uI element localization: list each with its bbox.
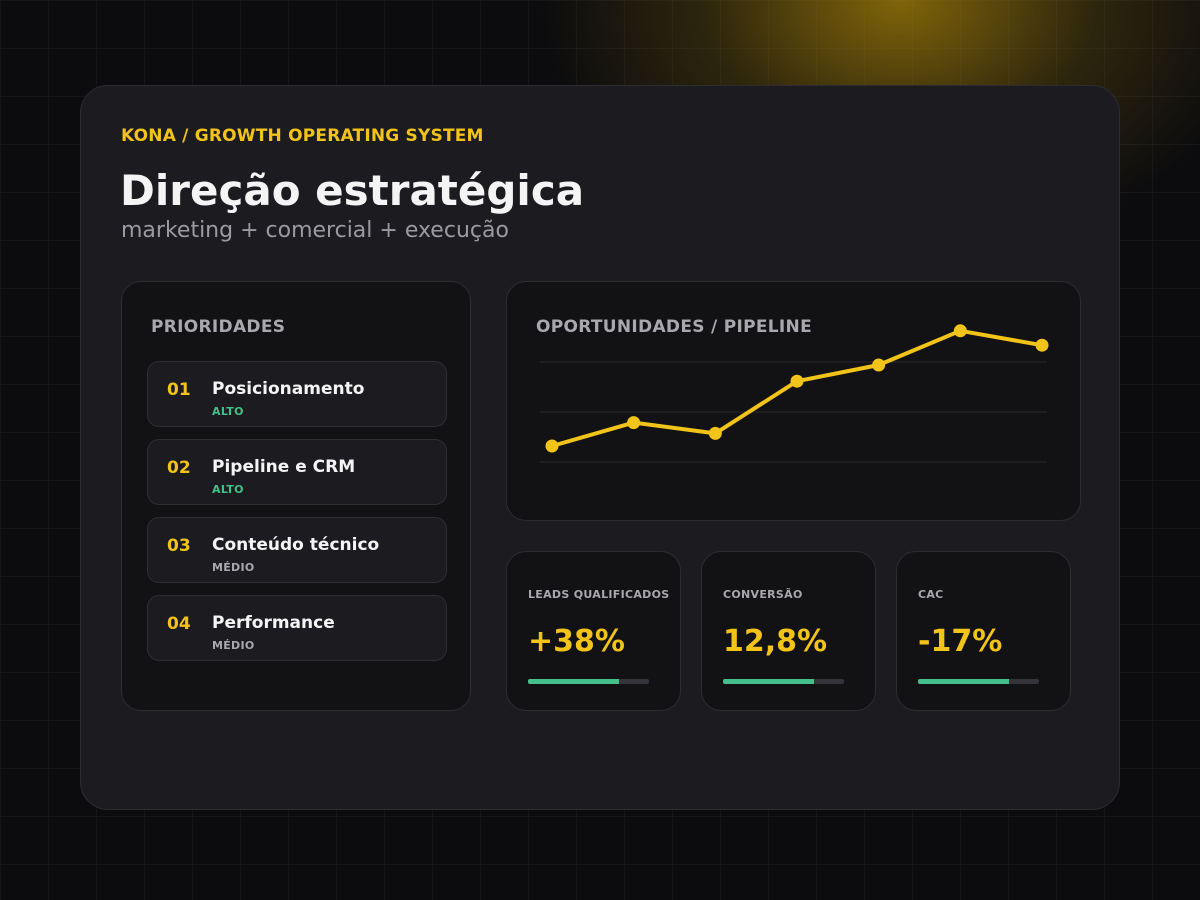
kpi-value: 12,8% — [723, 624, 828, 659]
priority-item-2[interactable]: 02 Pipeline e CRM ALTO — [147, 439, 447, 505]
priority-label: Posicionamento — [212, 379, 365, 399]
kpi-card-conversion: CONVERSÃO 12,8% — [701, 551, 876, 711]
pipeline-heading: OPORTUNIDADES / PIPELINE — [536, 317, 812, 337]
priorities-heading: PRIORIDADES — [151, 317, 286, 337]
priority-number: 03 — [167, 536, 191, 556]
kpi-value: +38% — [528, 624, 625, 659]
priority-level-badge: MÉDIO — [212, 639, 255, 652]
priority-level-badge: MÉDIO — [212, 561, 255, 574]
kpi-progress-bar — [918, 679, 1039, 684]
pipeline-line-chart — [540, 324, 1049, 463]
chart-point-2 — [627, 416, 641, 430]
priority-item-3[interactable]: 03 Conteúdo técnico MÉDIO — [147, 517, 447, 583]
chart-point-1 — [545, 439, 559, 453]
dashboard-panel: KONA / GROWTH OPERATING SYSTEM Direção e… — [80, 85, 1120, 810]
pipeline-series-line — [550, 328, 1044, 448]
priority-number: 01 — [167, 380, 191, 400]
kpi-label: LEADS QUALIFICADOS — [528, 588, 670, 601]
brand-eyebrow: KONA / GROWTH OPERATING SYSTEM — [121, 126, 484, 146]
kpi-progress-fill — [723, 679, 814, 684]
priority-level-badge: ALTO — [212, 483, 244, 496]
chart-point-5 — [872, 358, 886, 372]
kpi-progress-bar — [528, 679, 649, 684]
chart-point-7 — [1035, 338, 1049, 352]
kpi-card-cac: CAC -17% — [896, 551, 1071, 711]
chart-point-6 — [953, 324, 967, 338]
kpi-progress-fill — [918, 679, 1009, 684]
priority-item-4[interactable]: 04 Performance MÉDIO — [147, 595, 447, 661]
page-title: Direção estratégica — [120, 166, 585, 215]
page-subtitle: marketing + comercial + execução — [121, 218, 509, 243]
priority-number: 04 — [167, 614, 191, 634]
kpi-label: CAC — [918, 588, 944, 601]
priority-number: 02 — [167, 458, 191, 478]
priority-label: Performance — [212, 613, 335, 633]
chart-point-3 — [708, 426, 722, 440]
priority-label: Pipeline e CRM — [212, 457, 356, 477]
kpi-card-leads: LEADS QUALIFICADOS +38% — [506, 551, 681, 711]
priorities-card: PRIORIDADES 01 Posicionamento ALTO 02 Pi… — [121, 281, 471, 711]
kpi-label: CONVERSÃO — [723, 588, 803, 601]
kpi-progress-fill — [528, 679, 619, 684]
priority-level-badge: ALTO — [212, 405, 244, 418]
pipeline-chart-card: OPORTUNIDADES / PIPELINE — [506, 281, 1081, 521]
priority-item-1[interactable]: 01 Posicionamento ALTO — [147, 361, 447, 427]
priority-label: Conteúdo técnico — [212, 535, 380, 555]
kpi-value: -17% — [918, 624, 1003, 659]
kpi-progress-bar — [723, 679, 844, 684]
chart-point-4 — [790, 374, 804, 388]
